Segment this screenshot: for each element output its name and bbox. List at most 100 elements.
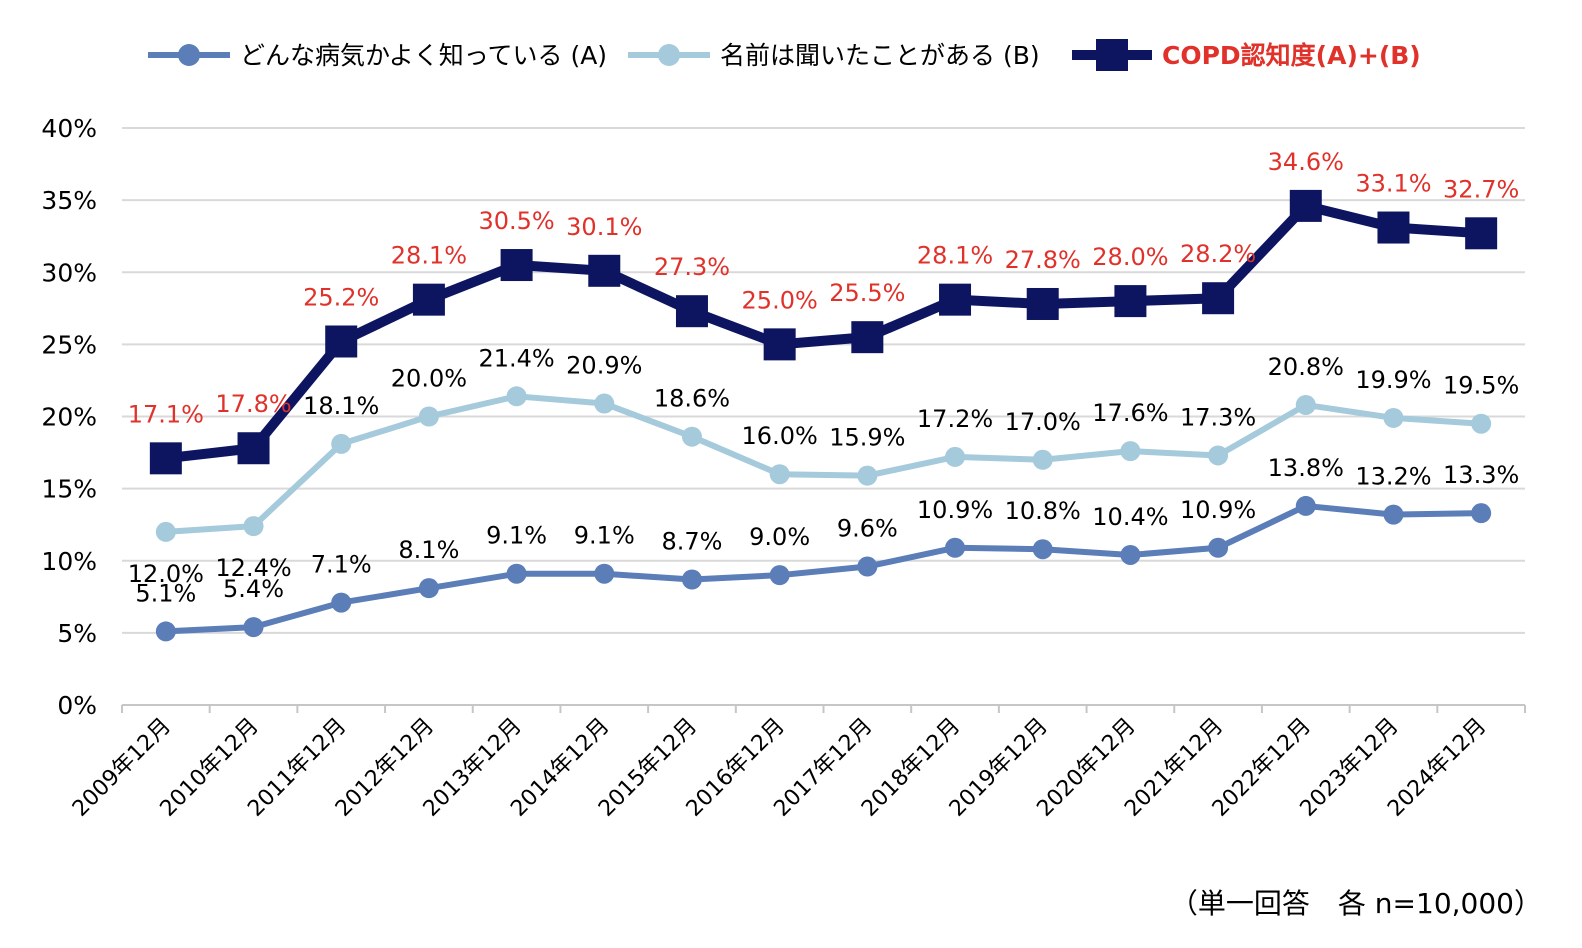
data-point-circle [1383,504,1404,525]
data-point-square [675,295,708,328]
data-label: 28.0% [1092,243,1168,271]
y-tick-label: 10% [41,547,97,576]
data-point-square [588,254,621,287]
data-label: 19.5% [1443,372,1519,400]
data-label: 8.1% [398,536,459,564]
data-point-square [1465,217,1498,250]
data-point-circle [1208,537,1229,558]
data-point-circle [155,621,176,642]
y-tick-label: 20% [41,403,97,432]
data-point-circle [594,563,615,584]
data-label: 7.1% [311,551,372,579]
data-point-circle [1120,544,1141,565]
data-label: 17.3% [1180,403,1256,431]
data-point-circle [331,433,352,454]
data-point-circle [1383,407,1404,428]
data-label: 18.1% [303,392,379,420]
data-label: 27.8% [1005,246,1081,274]
data-point-circle [243,516,264,537]
data-label: 17.1% [128,400,204,428]
legend-label: どんな病気かよく知っている (A) [240,41,607,70]
data-label: 5.4% [223,575,284,603]
data-point-circle [857,465,878,486]
data-point-circle [418,578,439,599]
legend-marker-circle [178,44,200,66]
data-point-circle [769,464,790,485]
data-label: 10.9% [917,496,993,524]
data-label: 10.8% [1005,497,1081,525]
y-tick-label: 5% [57,619,97,648]
data-label: 25.0% [742,286,818,314]
data-label: 10.9% [1180,496,1256,524]
data-label: 21.4% [478,344,554,372]
data-point-circle [1295,495,1316,516]
data-point-circle [945,537,966,558]
legend-marker-circle [658,44,680,66]
data-point-square [1202,282,1235,315]
data-label: 13.8% [1268,454,1344,482]
data-label: 9.0% [749,523,810,551]
data-label: 28.2% [1180,240,1256,268]
data-label: 10.4% [1092,503,1168,531]
data-label: 17.8% [215,390,291,418]
data-point-square [1289,189,1322,222]
data-label: 15.9% [829,424,905,452]
data-label: 17.2% [917,405,993,433]
data-label: 30.1% [566,213,642,241]
data-point-circle [1208,445,1229,466]
data-label: 25.5% [829,279,905,307]
data-label: 12.0% [128,560,204,588]
data-label: 19.9% [1355,366,1431,394]
data-label: 20.0% [391,365,467,393]
data-label: 32.7% [1443,175,1519,203]
y-tick-label: 30% [41,258,97,287]
data-label: 9.6% [837,515,898,543]
data-point-circle [418,406,439,427]
data-label: 9.1% [486,522,547,550]
data-point-square [149,442,182,475]
data-label: 13.3% [1443,461,1519,489]
data-point-circle [945,446,966,467]
data-point-circle [1032,539,1053,560]
data-point-square [1114,285,1147,318]
data-label: 12.4% [215,554,291,582]
data-label: 20.8% [1268,353,1344,381]
data-point-square [237,432,270,465]
sample-note: （単一回答 各 n=10,000） [1169,887,1542,920]
data-point-square [1377,211,1410,244]
data-point-circle [594,393,615,414]
data-label: 25.2% [303,283,379,311]
data-point-circle [1032,449,1053,470]
data-point-square [1026,287,1059,320]
data-point-circle [331,592,352,613]
y-tick-label: 15% [41,475,97,504]
data-label: 30.5% [478,207,554,235]
data-label: 5.1% [135,579,196,607]
legend-label: COPD認知度(A)+(B) [1162,41,1421,70]
data-label: 28.1% [917,242,993,270]
y-tick-label: 0% [57,691,97,720]
series-line [165,393,1482,535]
series-line [165,502,1482,635]
data-point-circle [769,565,790,586]
data-point-circle [506,563,527,584]
y-tick-label: 35% [41,186,97,215]
legend-marker-square [1096,39,1128,71]
data-point-square [500,249,533,282]
data-point-circle [243,617,264,638]
data-point-circle [681,426,702,447]
data-label: 17.6% [1092,399,1168,427]
data-point-square [763,328,796,361]
data-point-circle [857,556,878,577]
data-point-square [412,283,445,316]
data-label: 20.9% [566,352,642,380]
data-point-circle [1471,413,1492,434]
data-point-circle [1120,441,1141,462]
data-point-circle [681,569,702,590]
data-point-circle [506,386,527,407]
data-label: 9.1% [574,522,635,550]
series-line [165,200,1482,464]
data-point-circle [1295,394,1316,415]
data-label: 8.7% [661,528,722,556]
